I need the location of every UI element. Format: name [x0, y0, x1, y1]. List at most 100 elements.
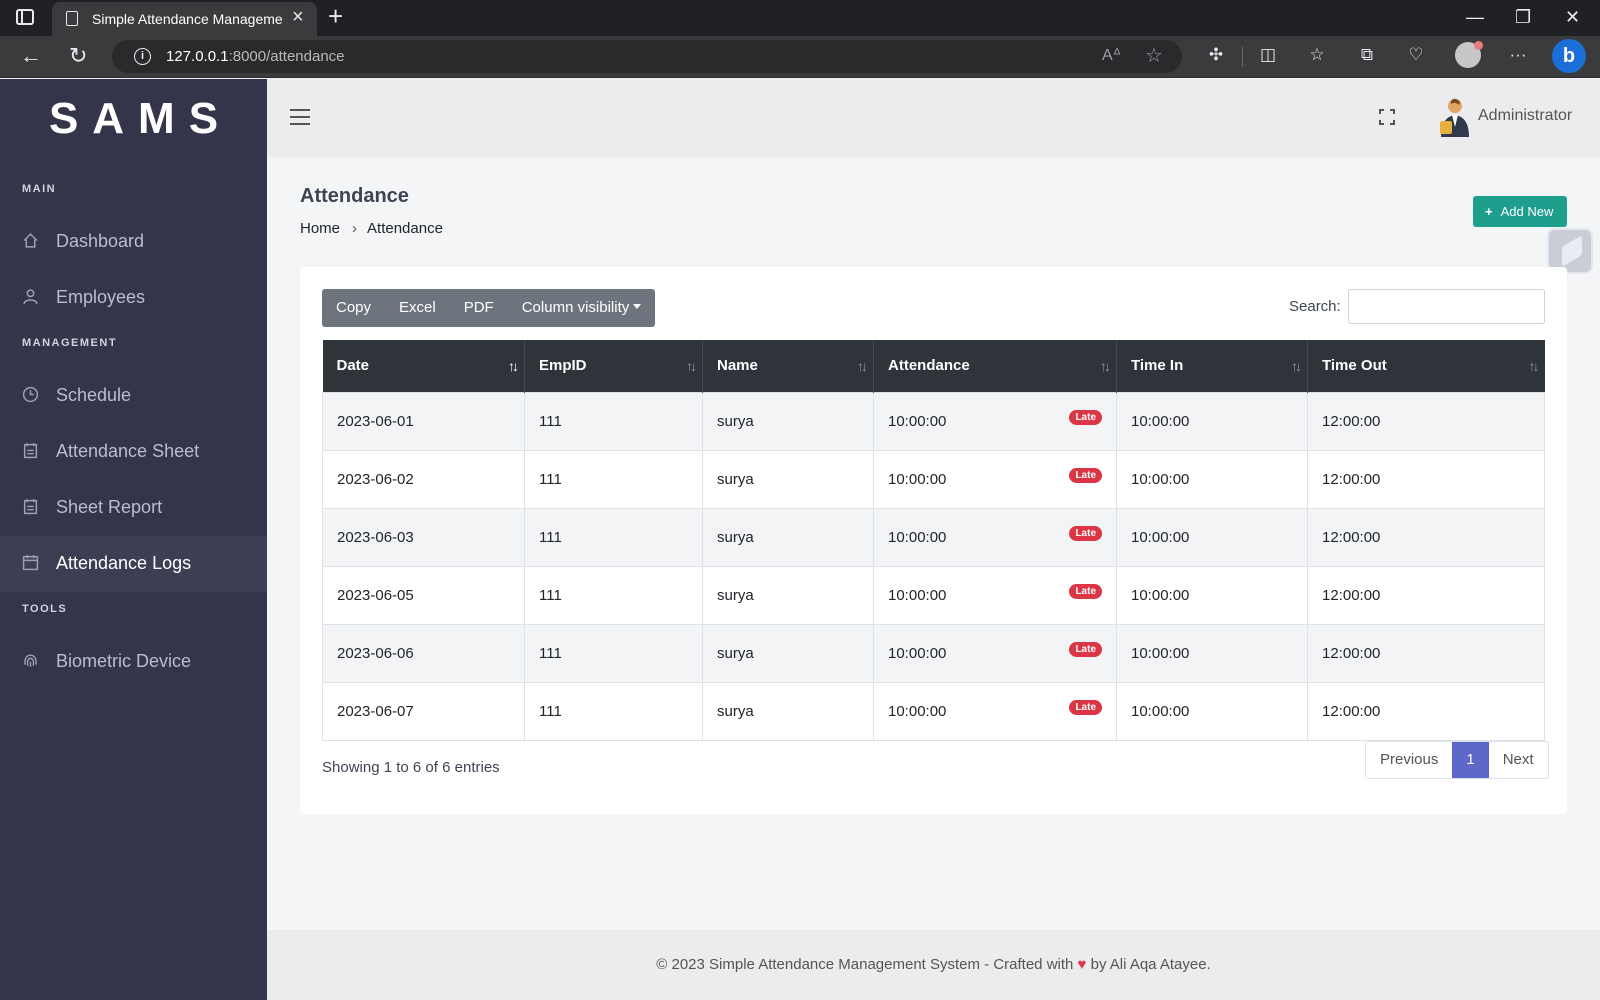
- page-icon: [66, 11, 78, 26]
- sidebar-item-dashboard[interactable]: Dashboard: [0, 214, 267, 270]
- cell-empid: 111: [524, 391, 703, 451]
- info-suffix: entries: [450, 759, 500, 776]
- attendance-time: 10:00:00: [888, 470, 947, 488]
- cell-attendance: 10:00:00 Late: [873, 565, 1117, 625]
- cell-name: surya: [702, 507, 874, 567]
- menu-toggle-icon[interactable]: [290, 109, 310, 125]
- sidebar-item-biometric-device[interactable]: Biometric Device: [0, 634, 267, 690]
- section-title-management: MANAGEMENT: [22, 337, 118, 349]
- tab-close-icon[interactable]: ×: [292, 6, 304, 28]
- previous-page-button[interactable]: Previous: [1380, 751, 1439, 768]
- sort-icon: ↑↓: [1100, 358, 1111, 374]
- cell-name: surya: [702, 623, 874, 683]
- browser-tab-strip: Simple Attendance Management × + — ❐ ✕: [0, 0, 1600, 36]
- cell-time-out: 12:00:00: [1307, 391, 1545, 451]
- table-header-row: Date ↑↓ EmpID ↑↓ Name ↑↓ Attendance ↑↓ Time …: [322, 340, 1545, 392]
- add-new-button[interactable]: + Add New: [1473, 196, 1567, 227]
- cell-name: surya: [702, 565, 874, 625]
- browser-tab[interactable]: Simple Attendance Management ×: [52, 2, 317, 36]
- sidebar-item-sheet-report[interactable]: Sheet Report: [0, 480, 267, 536]
- caret-down-icon: [633, 304, 642, 309]
- sidebar-item-label: Sheet Report: [56, 497, 163, 517]
- fingerprint-icon: [24, 654, 37, 667]
- sidebar-item-label: Attendance Logs: [56, 553, 192, 573]
- new-tab-button[interactable]: +: [328, 1, 344, 31]
- cell-empid: 111: [524, 623, 703, 683]
- restore-button[interactable]: ❐: [1515, 7, 1532, 27]
- floating-assistant-icon[interactable]: [1547, 228, 1593, 274]
- more-menu-icon[interactable]: ···: [1509, 45, 1527, 64]
- tab-actions-icon[interactable]: [16, 9, 34, 25]
- sidebar-item-attendance-sheet[interactable]: Attendance Sheet: [0, 424, 267, 480]
- late-badge: Late: [1069, 409, 1102, 425]
- footer: © 2023 Simple Attendance Management Syst…: [267, 930, 1600, 1000]
- split-screen-icon[interactable]: ◫: [1259, 45, 1277, 64]
- column-header-label: Time In: [1131, 357, 1184, 375]
- url-host: 127.0.0.1: [166, 48, 229, 65]
- back-button[interactable]: ←: [20, 43, 42, 68]
- column-header-label: Time Out: [1322, 357, 1387, 375]
- column-header-name[interactable]: Name ↑↓: [702, 340, 874, 392]
- site-info-icon[interactable]: i: [134, 48, 151, 65]
- column-header-attendance[interactable]: Attendance ↑↓: [873, 340, 1117, 392]
- browser-essentials-icon[interactable]: ♡: [1408, 45, 1424, 64]
- user-name[interactable]: Administrator: [1478, 107, 1573, 124]
- column-header-empid[interactable]: EmpID ↑↓: [524, 340, 703, 392]
- url-text: 127.0.0.1:8000/attendance: [166, 48, 345, 65]
- brand-logo[interactable]: SAMS: [48, 94, 233, 143]
- sidebar-item-attendance-logs[interactable]: Attendance Logs: [0, 536, 267, 592]
- table-info: Showing 1 to 6 of 6 entries: [322, 759, 500, 776]
- add-new-label: Add New: [1500, 204, 1554, 219]
- page-1-button[interactable]: 1: [1452, 742, 1489, 778]
- fullscreen-icon[interactable]: [1379, 109, 1395, 125]
- cell-date: 2023-06-06: [322, 623, 525, 683]
- pdf-button[interactable]: PDF: [463, 299, 494, 316]
- attendance-time: 10:00:00: [888, 528, 947, 546]
- table-row: 2023-06-02 111 surya 10:00:00 Late 10:00:…: [322, 449, 1545, 509]
- copy-button[interactable]: Copy: [336, 299, 372, 316]
- cell-date: 2023-06-05: [322, 565, 525, 625]
- bing-copilot-icon[interactable]: b: [1552, 39, 1586, 73]
- table-row: 2023-06-03 111 surya 10:00:00 Late 10:00:…: [322, 507, 1545, 567]
- sort-icon: ↑↓: [1291, 358, 1302, 374]
- sidebar-item-schedule[interactable]: Schedule: [0, 368, 267, 424]
- minimize-button[interactable]: —: [1466, 7, 1484, 27]
- sidebar-item-employees[interactable]: Employees: [0, 270, 267, 326]
- tab-title: Simple Attendance Management: [92, 11, 282, 27]
- footer-text: © 2023 Simple Attendance Management Syst…: [267, 956, 1600, 973]
- next-page-button[interactable]: Next: [1502, 751, 1534, 768]
- sort-icon: ↑↓: [1528, 358, 1540, 374]
- close-window-button[interactable]: ✕: [1565, 7, 1581, 27]
- cell-empid: 111: [524, 565, 703, 625]
- sort-icon: ↑↓: [508, 358, 519, 374]
- favorites-icon[interactable]: ☆: [1309, 45, 1325, 64]
- home-icon: [23, 233, 38, 248]
- table-row: 2023-06-07 111 surya 10:00:00 Late 10:00:…: [322, 681, 1545, 741]
- profile-icon[interactable]: [1455, 41, 1483, 68]
- admin-avatar[interactable]: [1438, 97, 1470, 137]
- cell-time-in: 10:00:00: [1116, 623, 1308, 683]
- cell-time-in: 10:00:00: [1116, 565, 1308, 625]
- late-badge: Late: [1069, 641, 1102, 657]
- url-field[interactable]: i 127.0.0.1:8000/attendance Aᐞ ☆: [112, 40, 1182, 73]
- favorite-star-icon[interactable]: ☆: [1145, 45, 1163, 67]
- user-icon: [23, 289, 38, 305]
- breadcrumb-home[interactable]: Home: [300, 220, 341, 237]
- search-label: Search:: [1289, 298, 1341, 315]
- column-header-time-out[interactable]: Time Out ↑↓: [1307, 340, 1545, 392]
- column-header-label: Date: [336, 357, 370, 375]
- search-input[interactable]: [1348, 289, 1545, 324]
- extensions-icon[interactable]: ✣: [1208, 45, 1224, 64]
- cell-attendance: 10:00:00 Late: [873, 391, 1117, 451]
- address-bar: ← ↻ i 127.0.0.1:8000/attendance Aᐞ ☆ ✣ ◫…: [0, 36, 1600, 78]
- column-visibility-button[interactable]: Column visibility: [508, 289, 656, 327]
- column-header-date[interactable]: Date ↑↓: [323, 340, 525, 392]
- info-prefix: Showing: [322, 759, 384, 776]
- read-aloud-icon[interactable]: Aᐞ: [1102, 47, 1122, 64]
- pagination: Previous 1 Next: [1365, 741, 1549, 779]
- column-header-time-in[interactable]: Time In ↑↓: [1116, 340, 1308, 392]
- collections-icon[interactable]: ⧉: [1360, 45, 1374, 64]
- reload-button[interactable]: ↻: [69, 43, 88, 68]
- excel-button[interactable]: Excel: [399, 299, 436, 316]
- calendar-icon: [22, 555, 39, 571]
